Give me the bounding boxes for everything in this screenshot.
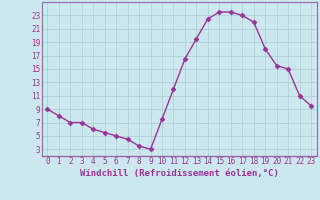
X-axis label: Windchill (Refroidissement éolien,°C): Windchill (Refroidissement éolien,°C) bbox=[80, 169, 279, 178]
